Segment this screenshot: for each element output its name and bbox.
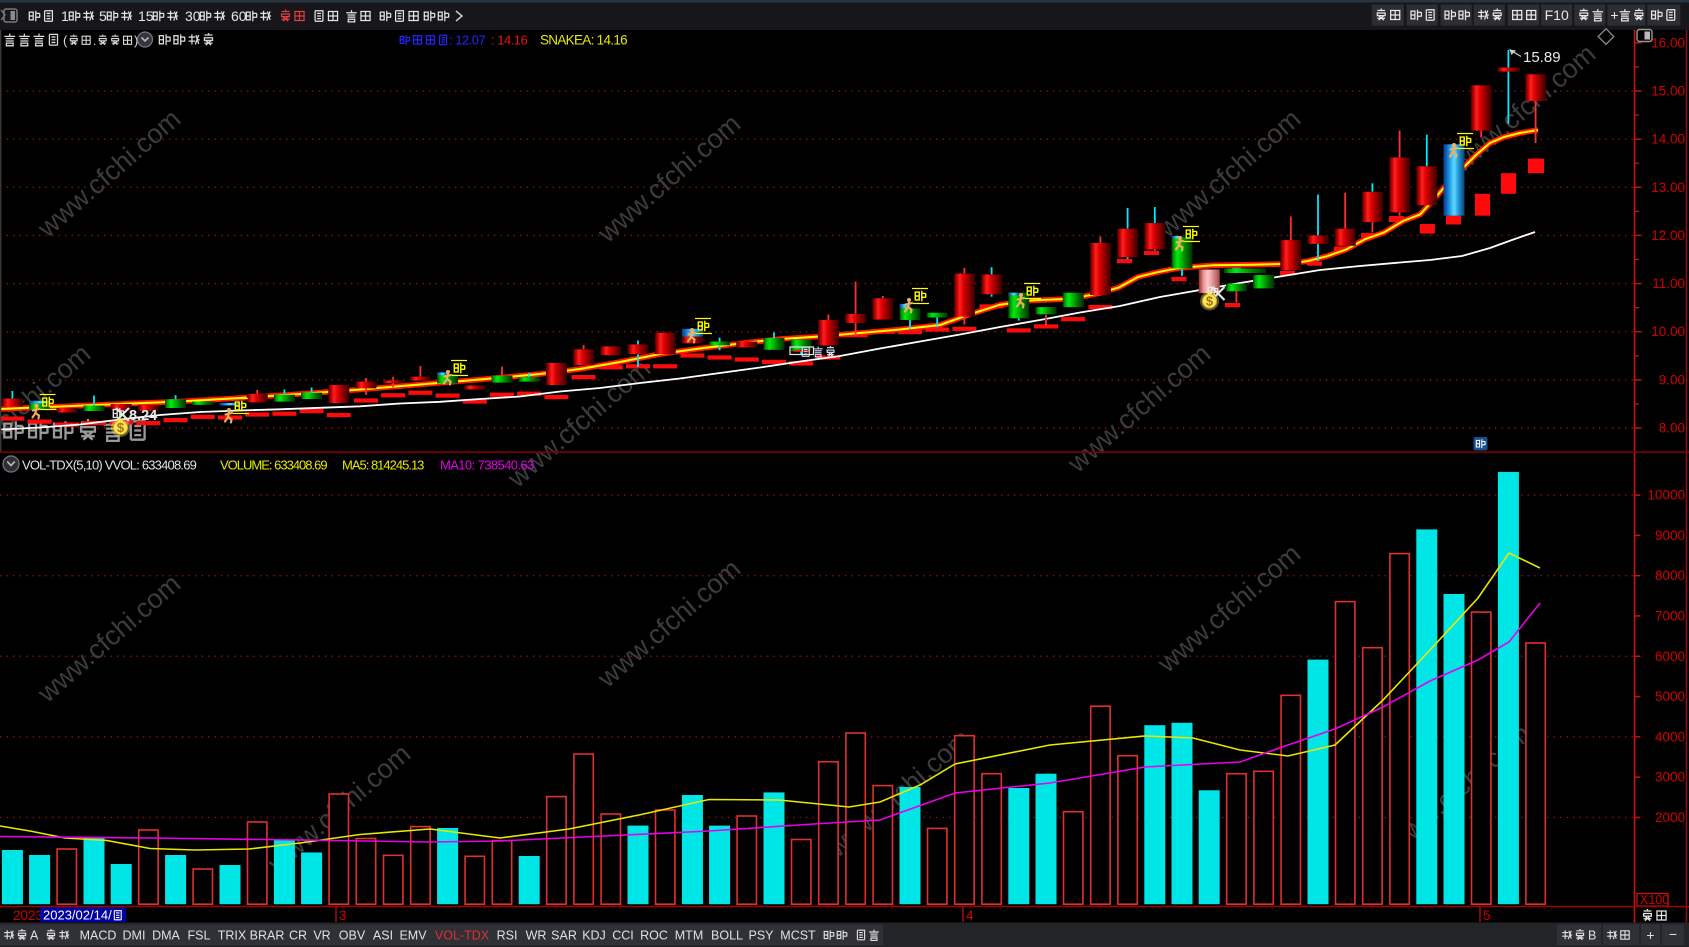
svg-text:DMI: DMI [123,929,146,943]
svg-text:7000: 7000 [1655,609,1685,624]
svg-text:1: 1 [61,8,69,24]
svg-text:CCI: CCI [612,929,634,943]
svg-text:4000: 4000 [1655,729,1685,744]
svg-text:SNAKEA: 14.16: SNAKEA: 14.16 [540,33,627,48]
svg-text:.: . [93,34,96,48]
svg-text:−: − [1669,926,1677,942]
svg-text:A: A [30,929,39,943]
svg-text:X100: X100 [1640,893,1669,907]
svg-text:TRIX: TRIX [218,929,247,943]
svg-text:KDJ: KDJ [582,929,606,943]
svg-text:OBV: OBV [339,929,366,943]
svg-text:VR: VR [313,929,330,943]
svg-text:6000: 6000 [1655,649,1685,664]
svg-text:60: 60 [231,8,247,24]
svg-text:30: 30 [185,8,201,24]
svg-text:4: 4 [966,908,974,923]
svg-text:10.00: 10.00 [1651,324,1685,339]
svg-text:MA5: 814245.13: MA5: 814245.13 [342,458,424,473]
svg-text:3: 3 [339,908,347,923]
svg-text:BOLL: BOLL [711,929,743,943]
svg-text:MTM: MTM [675,929,703,943]
svg-text:WR: WR [526,929,547,943]
svg-text:15.00: 15.00 [1651,84,1685,99]
svg-text:9000: 9000 [1655,528,1685,543]
svg-text:+: + [1646,927,1654,943]
svg-text:: 14.16: : 14.16 [491,33,528,48]
svg-text:CR: CR [289,929,307,943]
svg-text:B: B [1588,929,1596,943]
svg-text:SAR: SAR [551,929,577,943]
svg-text:FSL: FSL [188,929,211,943]
svg-text:8.00: 8.00 [1659,421,1685,436]
svg-text:ROC: ROC [640,929,668,943]
svg-text:DMA: DMA [152,929,180,943]
svg-text:RSI: RSI [497,929,518,943]
svg-text:VOLUME: 633408.69: VOLUME: 633408.69 [220,458,327,473]
svg-text:$: $ [1206,294,1214,309]
svg-text:+: + [1610,7,1618,23]
svg-text:8000: 8000 [1655,568,1685,583]
svg-text:10000: 10000 [1647,488,1685,503]
svg-text:(: ( [63,33,68,48]
svg-text:PSY: PSY [748,929,774,943]
svg-text:MACD: MACD [80,929,117,943]
svg-text:ASI: ASI [373,929,393,943]
svg-text:16.00: 16.00 [1651,35,1685,50]
svg-text:5000: 5000 [1655,689,1685,704]
svg-text:8.24: 8.24 [129,408,157,424]
svg-text:3000: 3000 [1655,770,1685,785]
svg-text:13.00: 13.00 [1651,180,1685,195]
svg-text:VOL-TDX(5,10) VVOL: 633408.69: VOL-TDX(5,10) VVOL: 633408.69 [22,458,197,473]
svg-text:$: $ [117,420,125,435]
svg-text:12.00: 12.00 [1651,228,1685,243]
svg-text:5: 5 [1483,908,1491,923]
svg-text:: 12.07: : 12.07 [449,33,486,48]
svg-text:15.89: 15.89 [1523,49,1561,66]
svg-text:2023/02/14/: 2023/02/14/ [43,908,112,923]
svg-text:15: 15 [138,8,154,24]
svg-text:11.00: 11.00 [1652,276,1685,291]
svg-text:): ) [134,33,138,48]
svg-text:F10: F10 [1545,7,1569,23]
svg-text:2023: 2023 [13,908,43,923]
svg-text:VOL-TDX: VOL-TDX [435,929,490,943]
svg-text:9.00: 9.00 [1659,372,1685,387]
svg-text:2000: 2000 [1655,810,1685,825]
svg-text:MCST: MCST [780,929,816,943]
svg-text:MA10: 738540.63: MA10: 738540.63 [440,458,534,473]
svg-text:EMV: EMV [399,929,427,943]
svg-text:14.00: 14.00 [1651,132,1685,147]
svg-text:5: 5 [99,8,107,24]
svg-text:BRAR: BRAR [250,929,285,943]
